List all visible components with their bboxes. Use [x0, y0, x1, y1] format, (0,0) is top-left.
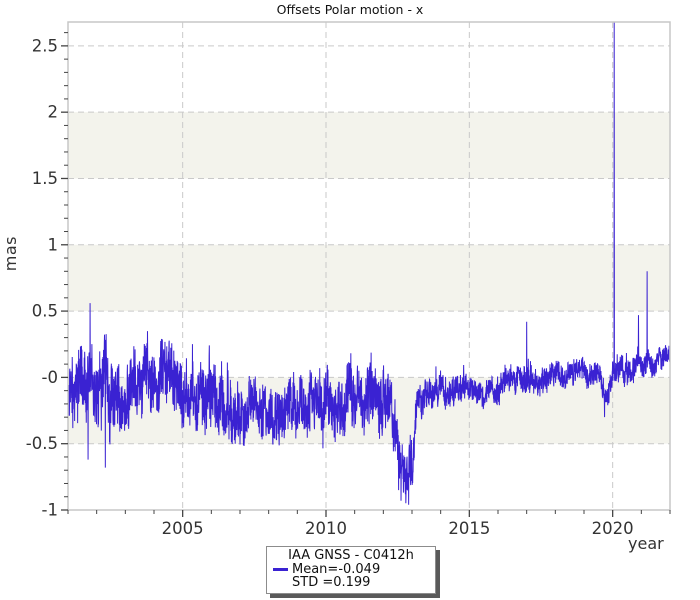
chart-title: Offsets Polar motion - x: [276, 2, 424, 17]
legend-box: IAA GNSS - C0412h Mean=-0.049 STD =0.199: [266, 546, 436, 594]
x-axis-label: year: [628, 534, 664, 553]
y-tick-labels: 2.5 2 1.5 1 0.5 -0 -0.5 -1: [26, 36, 58, 519]
x-tick-label: 2015: [448, 519, 490, 538]
y-axis-label: mas: [1, 236, 20, 272]
legend-mean-value: Mean=-0.049: [292, 561, 381, 577]
legend-std-value: STD =0.199: [292, 575, 371, 590]
plot-border: [67, 21, 671, 511]
y-tick-label: -0: [42, 368, 58, 387]
major-gridlines: [68, 22, 670, 510]
x-tick-label: 2010: [305, 519, 347, 538]
y-tick-label: 1.5: [32, 169, 58, 188]
legend-series-label: IAA GNSS - C0412h: [288, 548, 414, 563]
x-tick-label: 2005: [162, 519, 204, 538]
y-tick-label: 2.5: [32, 36, 58, 55]
axis-ticks: [61, 32, 671, 517]
y-tick-label: 2: [48, 103, 59, 122]
y-tick-label: 0.5: [32, 302, 58, 321]
y-tick-label: -1: [42, 501, 58, 520]
legend-line-swatch: [273, 568, 288, 571]
y-tick-label: 1: [48, 235, 59, 254]
background-stripe-bands: [68, 112, 670, 444]
y-tick-label: -0.5: [26, 434, 58, 453]
x-tick-label: 2020: [592, 519, 634, 538]
x-tick-labels: 2005 2010 2015 2020: [162, 519, 634, 538]
data-series-polar-motion-x: [67, 21, 671, 505]
